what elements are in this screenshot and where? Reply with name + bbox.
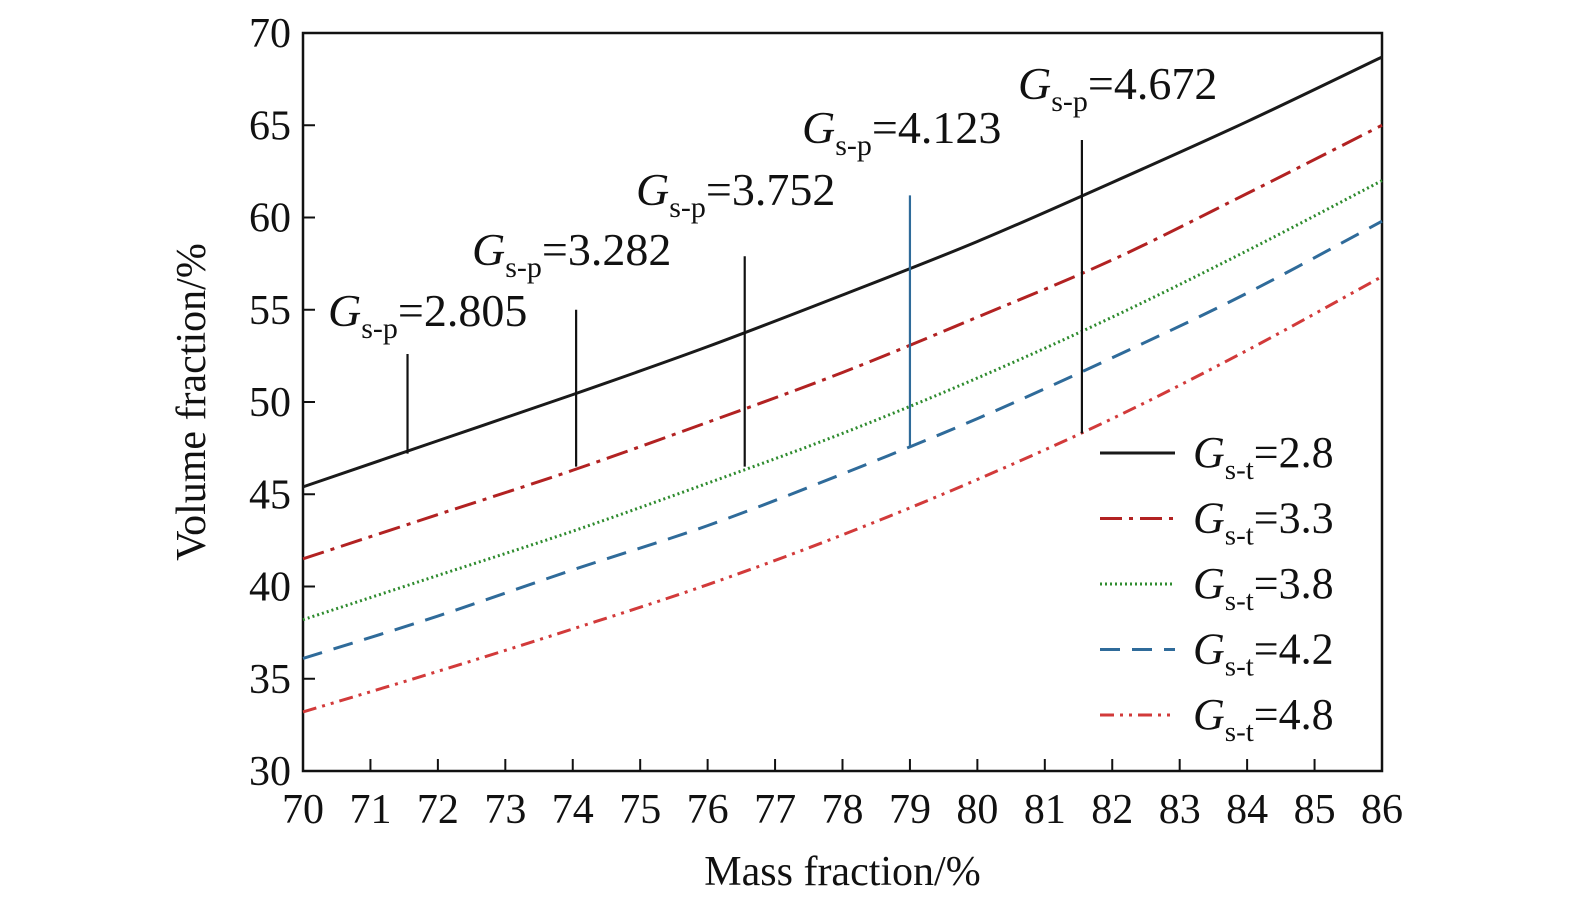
- y-tick-label: 40: [249, 565, 291, 611]
- x-tick-label: 71: [349, 787, 391, 833]
- plot-area: Gs-p=2.805Gs-p=3.282Gs-p=3.752Gs-p=4.123…: [249, 11, 1403, 833]
- y-tick-label: 70: [249, 11, 291, 57]
- x-tick-label: 84: [1226, 787, 1268, 833]
- annotation-label-5: Gs-p=4.672: [1018, 58, 1217, 118]
- x-tick-label: 78: [822, 787, 864, 833]
- y-tick-label: 55: [249, 288, 291, 334]
- legend: Gs-t=2.8 Gs-t=3.3 Gs-t=3.8 Gs-t=4.2 Gs-t=4.8: [1100, 428, 1334, 748]
- x-axis: 70 71 72 73 74 75 76 77 78 79 80 81 82 83 84 85 86: [282, 759, 1403, 833]
- legend-label-1: Gs-t=2.8: [1193, 428, 1334, 486]
- y-axis: 30 35 40 45 50 55 60 65 70: [249, 11, 315, 795]
- x-tick-label: 82: [1091, 787, 1133, 833]
- annotation-label-3: Gs-p=3.752: [636, 164, 835, 224]
- x-tick-label: 80: [956, 787, 998, 833]
- y-tick-label: 30: [249, 749, 291, 795]
- y-axis-label: Volume fraction/%: [169, 243, 215, 561]
- x-tick-label: 75: [619, 787, 661, 833]
- series-line-4: [302, 219, 1383, 660]
- legend-label-2: Gs-t=3.3: [1193, 494, 1334, 552]
- y-tick-label: 65: [249, 103, 291, 149]
- series-line-2: [302, 123, 1383, 561]
- annotation-label-1: Gs-p=2.805: [328, 285, 527, 345]
- y-tick-label: 35: [249, 657, 291, 703]
- legend-label-4: Gs-t=4.2: [1193, 625, 1334, 683]
- x-tick-label: 70: [282, 787, 324, 833]
- legend-label-3: Gs-t=3.8: [1193, 559, 1334, 617]
- x-tick-label: 85: [1294, 787, 1336, 833]
- legend-label-5: Gs-t=4.8: [1193, 690, 1334, 748]
- series-line-1: [302, 55, 1383, 489]
- y-tick-label: 50: [249, 380, 291, 426]
- annotation-label-2: Gs-p=3.282: [472, 224, 671, 284]
- x-axis-label: Mass fraction/%: [704, 849, 980, 895]
- x-tick-label: 77: [754, 787, 796, 833]
- series-line-5: [302, 275, 1383, 714]
- annotation-label-4: Gs-p=4.123: [802, 102, 1001, 162]
- annotation-layer: Gs-p=2.805Gs-p=3.282Gs-p=3.752Gs-p=4.123…: [328, 58, 1217, 467]
- series-layer: [302, 55, 1383, 714]
- x-tick-label: 83: [1159, 787, 1201, 833]
- x-tick-label: 79: [889, 787, 931, 833]
- x-tick-label: 72: [417, 787, 459, 833]
- y-tick-label: 45: [249, 472, 291, 518]
- series-line-3: [302, 179, 1383, 622]
- x-tick-label: 81: [1024, 787, 1066, 833]
- x-tick-label: 73: [484, 787, 526, 833]
- x-tick-label: 76: [687, 787, 729, 833]
- x-tick-label: 86: [1361, 787, 1403, 833]
- x-tick-label: 74: [552, 787, 594, 833]
- y-tick-label: 60: [249, 196, 291, 242]
